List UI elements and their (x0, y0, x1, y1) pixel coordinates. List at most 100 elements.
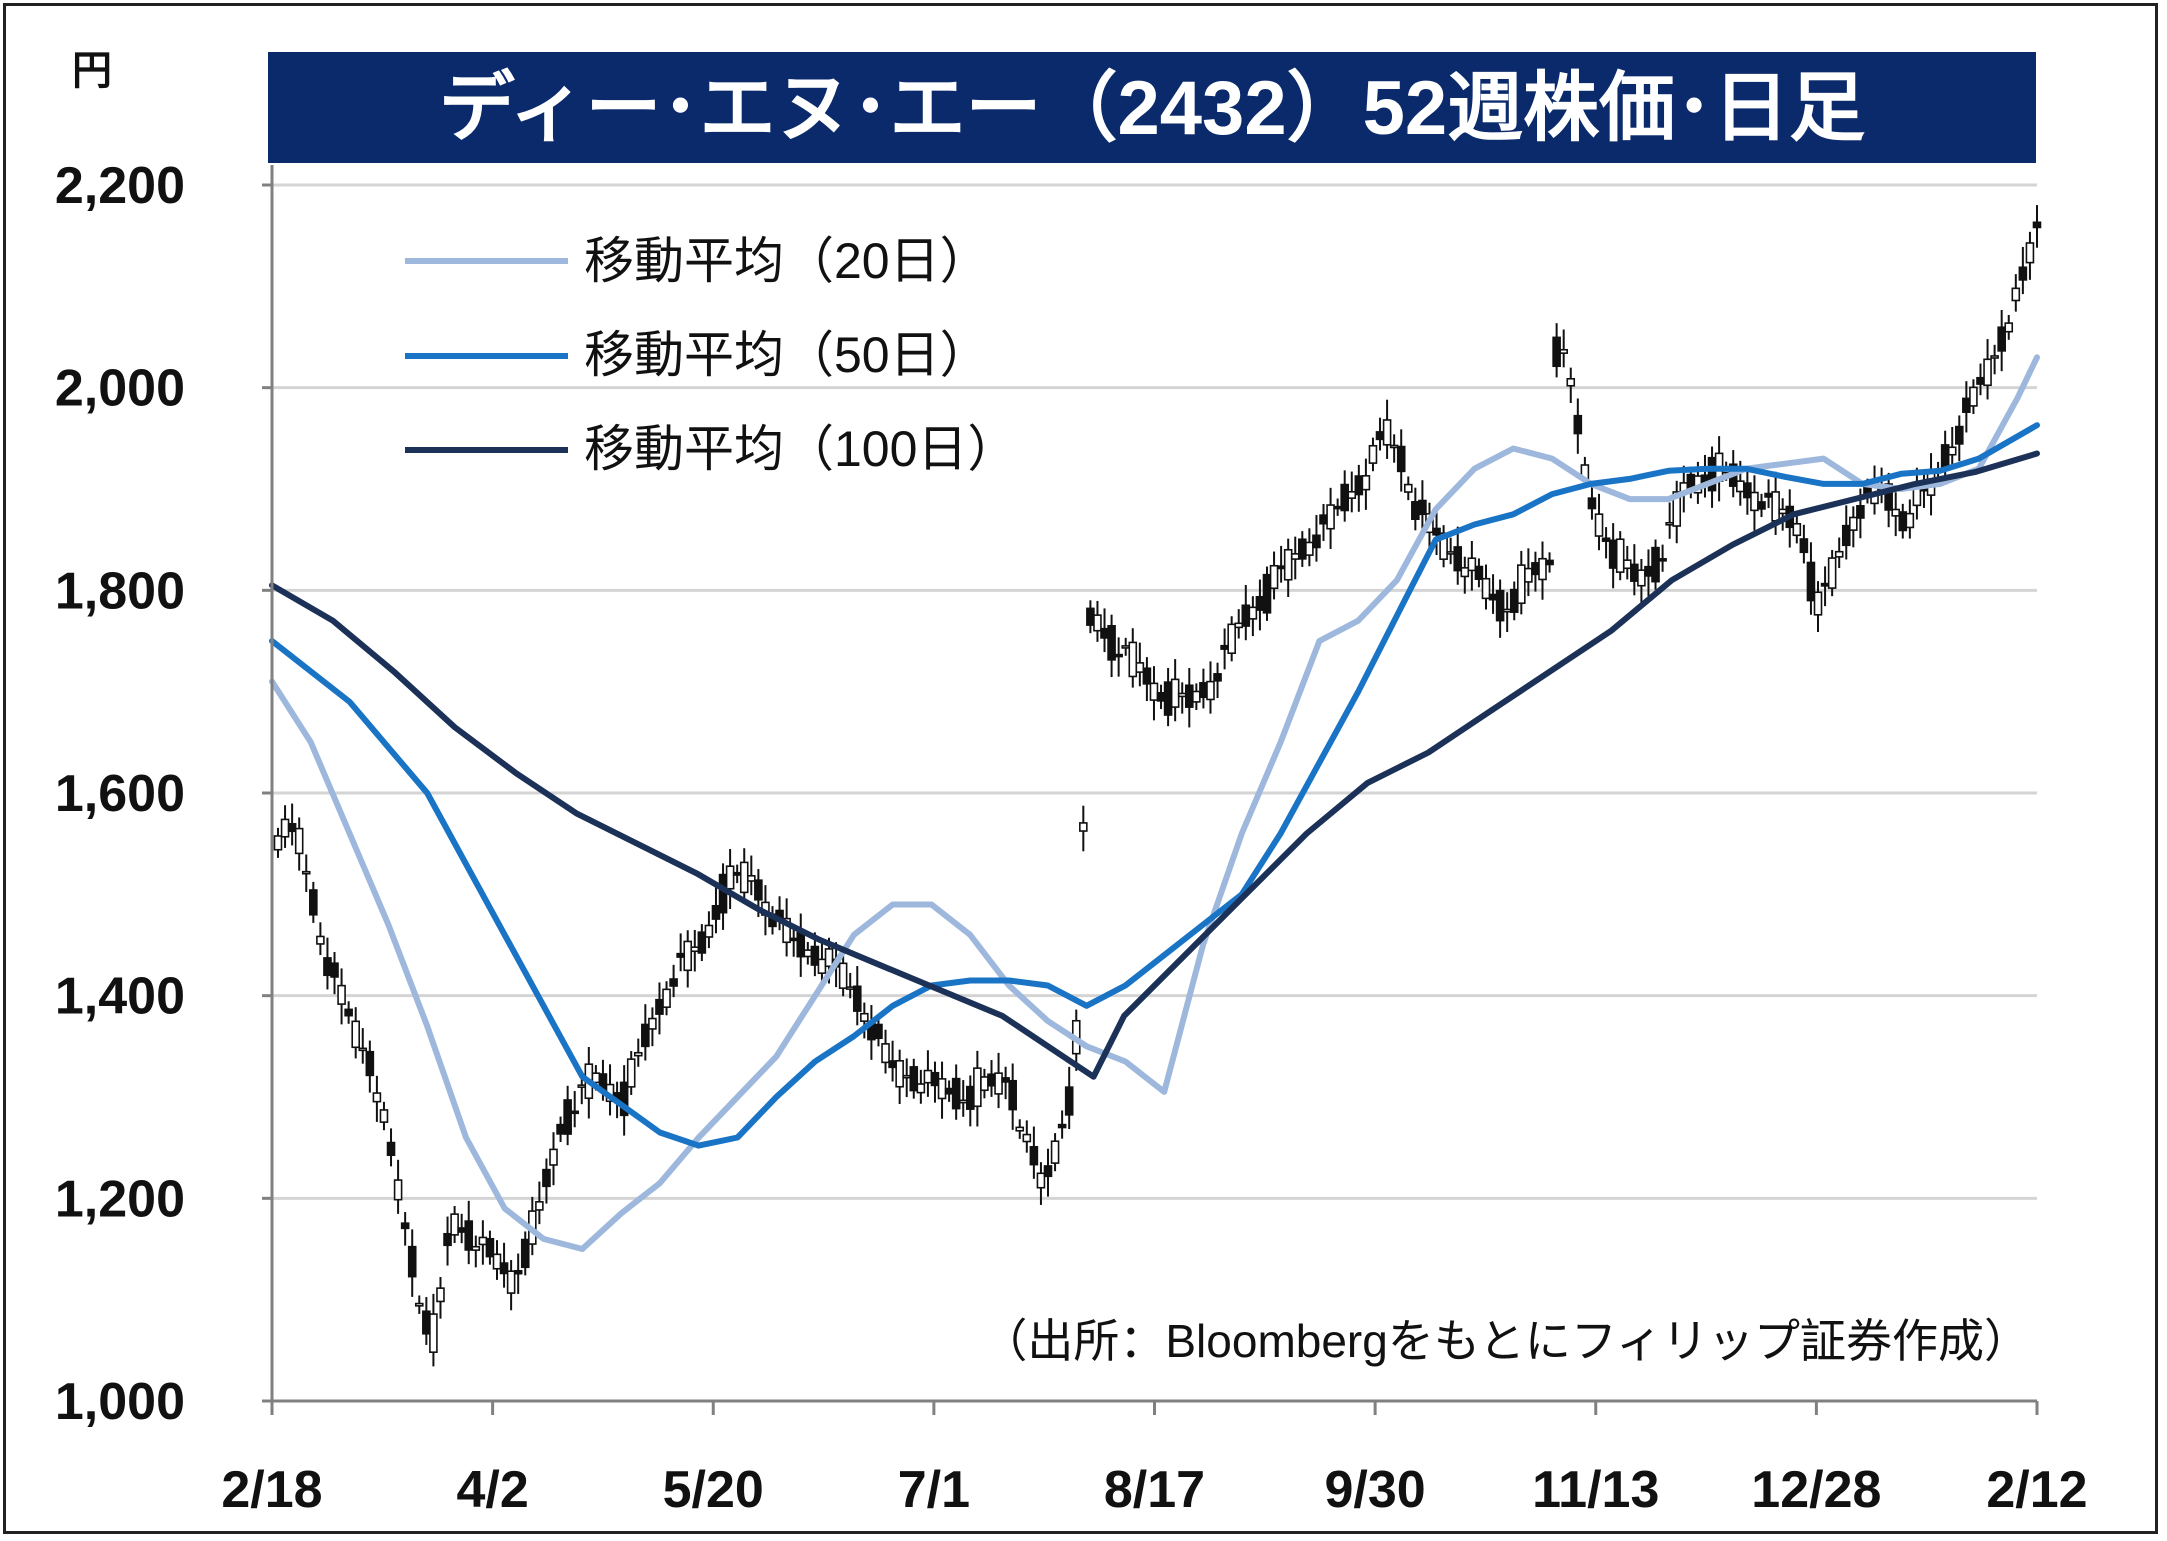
candle-body (1050, 1140, 1060, 1164)
candlestick (2018, 246, 2028, 295)
candle-body (1100, 627, 1109, 639)
candlestick (1531, 551, 1540, 592)
candlestick (655, 982, 664, 1035)
y-tick-labels: 1,000 1,200 1,400 1,600 1,800 2,000 2,200 (55, 157, 185, 1431)
candlestick (1834, 537, 1844, 569)
candlestick (1573, 398, 1583, 454)
candle-body (958, 1099, 968, 1104)
y-tick-label: 1,200 (55, 1170, 185, 1228)
candle-body (1856, 505, 1865, 519)
candle-body (1340, 483, 1350, 512)
candle-body (358, 1047, 368, 1052)
candlestick (1121, 637, 1131, 656)
candle-body (344, 1008, 353, 1017)
candle-body (570, 1110, 579, 1115)
candlestick (1764, 479, 1773, 509)
candle-body (520, 1238, 530, 1269)
candlestick (330, 952, 339, 995)
candle-body (973, 1067, 982, 1108)
candlestick (1460, 556, 1470, 594)
candlestick (556, 1116, 565, 1142)
candlestick (1446, 537, 1455, 565)
candlestick (1347, 471, 1357, 513)
candlestick (937, 1061, 947, 1119)
candle-body (1043, 1165, 1053, 1178)
candle-body (429, 1313, 438, 1353)
candlestick (718, 863, 728, 930)
candlestick (1947, 427, 1957, 469)
candle-body (1298, 538, 1307, 560)
candle-body (1192, 690, 1201, 703)
candlestick (669, 964, 678, 998)
candle-body (1665, 521, 1674, 526)
candlestick (1622, 545, 1632, 580)
candle-body (1841, 524, 1851, 547)
y-tick-label: 1,600 (55, 765, 185, 823)
candlestick (1403, 476, 1413, 501)
candlestick (1474, 558, 1484, 588)
candle-body (732, 871, 742, 876)
candle-body (471, 1245, 481, 1251)
candlestick (1587, 483, 1597, 520)
candlestick (294, 817, 304, 871)
candlestick (1008, 1063, 1017, 1130)
candlestick (626, 1051, 636, 1095)
candlestick (1305, 528, 1314, 567)
candle-body (1389, 444, 1399, 449)
y-tick-label: 1,000 (55, 1373, 185, 1431)
candle-body (725, 865, 735, 890)
candlestick (1517, 550, 1526, 615)
candle-body (987, 1073, 996, 1087)
candlestick (1001, 1066, 1010, 1100)
candle-body (1559, 348, 1568, 354)
candle-body (1566, 377, 1576, 387)
candle-body (2004, 322, 2014, 333)
candle-body (1608, 539, 1618, 569)
candle-body (1276, 565, 1286, 570)
candlestick (2004, 314, 2014, 340)
candle-body (1813, 591, 1823, 616)
candlestick (471, 1235, 481, 1268)
candlestick (987, 1060, 996, 1097)
candlestick (1495, 579, 1505, 638)
candle-body (1594, 513, 1604, 537)
candlestick (1290, 536, 1300, 580)
candle-body (273, 835, 283, 851)
candlestick (1333, 498, 1342, 516)
candle-body (1262, 573, 1272, 614)
candle-body (1820, 582, 1830, 587)
candlestick (323, 937, 332, 990)
candle-body (1142, 667, 1152, 685)
candlestick (1778, 498, 1787, 531)
candlestick (1283, 538, 1293, 597)
candle-body (1509, 588, 1519, 613)
candlestick (1220, 628, 1229, 670)
candle-body (280, 818, 290, 838)
candle-body (1495, 589, 1505, 622)
candle-body (810, 945, 820, 966)
candle-body (443, 1232, 452, 1247)
candlestick (1177, 682, 1187, 714)
candle-body (626, 1058, 636, 1088)
x-tick-label: 9/30 (1325, 1461, 1426, 1519)
candle-body (916, 1083, 926, 1094)
candlestick (492, 1240, 502, 1280)
candle-body (704, 924, 714, 938)
candle-body (909, 1066, 919, 1092)
candle-body (1545, 559, 1554, 566)
candle-body (1827, 557, 1837, 589)
candlestick (1799, 524, 1809, 564)
candlestick (1870, 465, 1879, 515)
candle-body (1093, 614, 1102, 632)
candlestick (499, 1242, 509, 1288)
candlestick (1107, 614, 1116, 678)
candlestick (775, 896, 784, 931)
candlestick (1114, 637, 1123, 677)
y-tick-label: 1,400 (55, 968, 185, 1026)
candlestick (739, 848, 749, 904)
candlestick (909, 1058, 919, 1099)
candlestick (563, 1085, 572, 1146)
candlestick (1954, 415, 1964, 462)
candle-body (619, 1081, 629, 1117)
candle-body (1947, 446, 1957, 456)
